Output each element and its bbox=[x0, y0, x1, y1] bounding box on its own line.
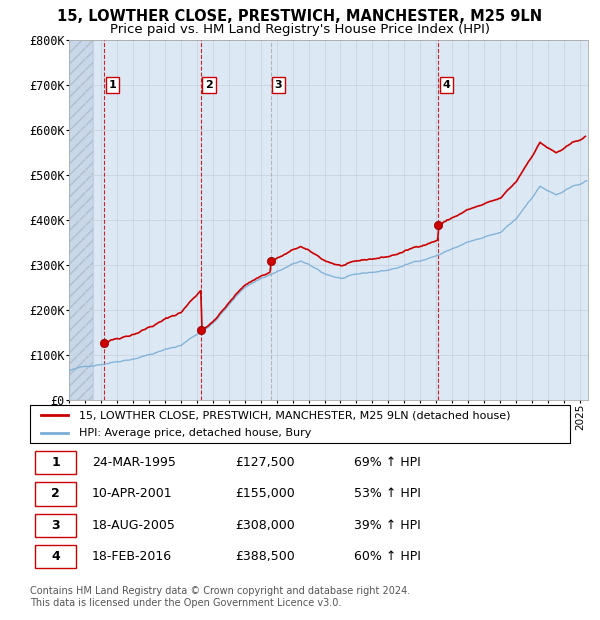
Text: 24-MAR-1995: 24-MAR-1995 bbox=[92, 456, 176, 469]
Text: HPI: Average price, detached house, Bury: HPI: Average price, detached house, Bury bbox=[79, 428, 311, 438]
Bar bbox=[69, 40, 93, 400]
Text: 3: 3 bbox=[52, 518, 60, 531]
Text: 2: 2 bbox=[51, 487, 60, 500]
Text: £308,000: £308,000 bbox=[235, 518, 295, 531]
Text: £388,500: £388,500 bbox=[235, 550, 295, 563]
Text: 18-FEB-2016: 18-FEB-2016 bbox=[92, 550, 172, 563]
Text: 18-AUG-2005: 18-AUG-2005 bbox=[92, 518, 176, 531]
Text: 4: 4 bbox=[442, 80, 450, 91]
Text: 2: 2 bbox=[205, 80, 213, 91]
Text: 3: 3 bbox=[275, 80, 283, 91]
Text: 1: 1 bbox=[109, 80, 116, 91]
Text: Price paid vs. HM Land Registry's House Price Index (HPI): Price paid vs. HM Land Registry's House … bbox=[110, 23, 490, 36]
Text: 39% ↑ HPI: 39% ↑ HPI bbox=[354, 518, 421, 531]
FancyBboxPatch shape bbox=[35, 514, 76, 537]
FancyBboxPatch shape bbox=[35, 451, 76, 474]
Text: 53% ↑ HPI: 53% ↑ HPI bbox=[354, 487, 421, 500]
Text: 4: 4 bbox=[51, 550, 60, 563]
Text: 1: 1 bbox=[51, 456, 60, 469]
Bar bbox=[69, 40, 93, 400]
FancyBboxPatch shape bbox=[30, 405, 570, 443]
FancyBboxPatch shape bbox=[35, 545, 76, 569]
Text: 69% ↑ HPI: 69% ↑ HPI bbox=[354, 456, 421, 469]
Text: 10-APR-2001: 10-APR-2001 bbox=[92, 487, 173, 500]
Text: £127,500: £127,500 bbox=[235, 456, 295, 469]
Text: 15, LOWTHER CLOSE, PRESTWICH, MANCHESTER, M25 9LN: 15, LOWTHER CLOSE, PRESTWICH, MANCHESTER… bbox=[58, 9, 542, 24]
Text: Contains HM Land Registry data © Crown copyright and database right 2024.
This d: Contains HM Land Registry data © Crown c… bbox=[30, 586, 410, 608]
Text: £155,000: £155,000 bbox=[235, 487, 295, 500]
Text: 15, LOWTHER CLOSE, PRESTWICH, MANCHESTER, M25 9LN (detached house): 15, LOWTHER CLOSE, PRESTWICH, MANCHESTER… bbox=[79, 410, 510, 420]
Text: 60% ↑ HPI: 60% ↑ HPI bbox=[354, 550, 421, 563]
FancyBboxPatch shape bbox=[35, 482, 76, 506]
